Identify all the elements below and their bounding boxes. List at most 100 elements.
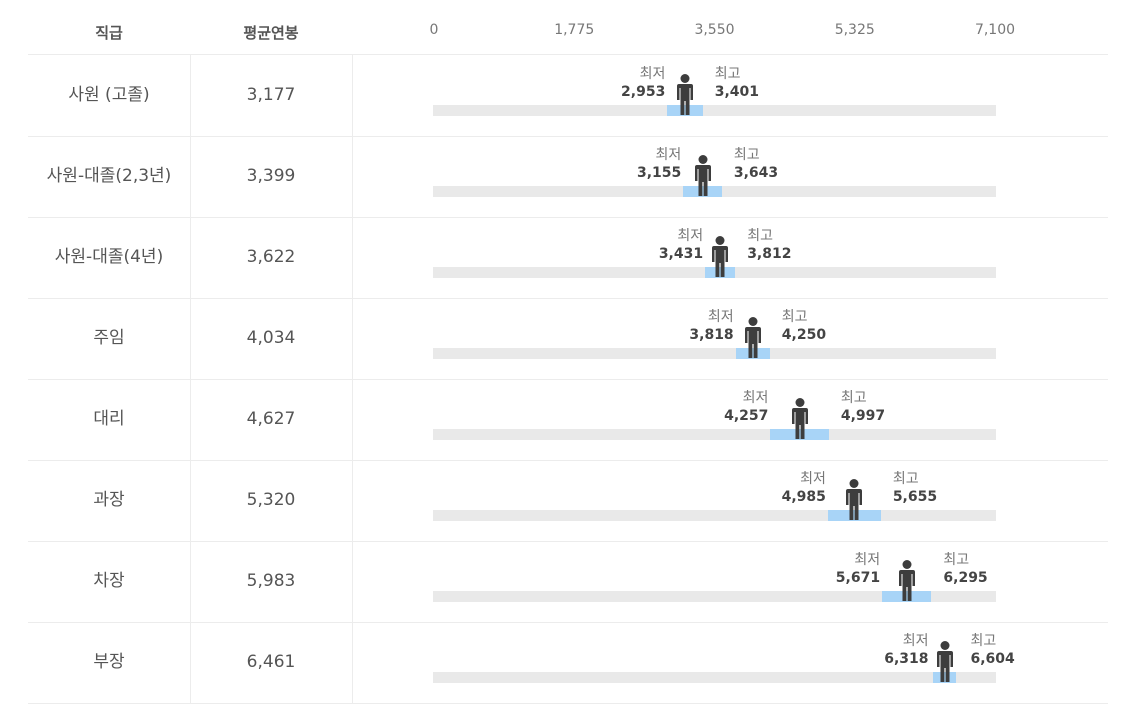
- x-tick-label: 0: [429, 22, 439, 38]
- salary-range-bar: [705, 267, 736, 278]
- rank-label: 과장: [28, 460, 191, 541]
- range-track: [433, 348, 996, 359]
- max-salary-label: 최고 4,250: [782, 308, 826, 344]
- salary-range-bar: [683, 186, 722, 197]
- min-value: 3,818: [689, 327, 734, 343]
- min-value: 3,431: [658, 246, 704, 262]
- salary-range-bar: [770, 429, 829, 440]
- person-icon: [896, 560, 918, 602]
- x-tick-label: 1,775: [554, 22, 595, 38]
- rank-label: 사원-대졸(2,3년): [28, 136, 191, 217]
- person-icon: [692, 155, 714, 197]
- average-salary-value: 3,177: [190, 55, 353, 136]
- column-header-average-salary: 평균연봉: [243, 24, 299, 42]
- min-caption: 최저: [677, 228, 704, 244]
- person-icon: [709, 236, 731, 278]
- max-caption: 최고: [781, 309, 808, 325]
- min-salary-label: 최저 4,985: [782, 470, 826, 506]
- chart-row: 부장 6,461 최저 6,318 최고 6,604: [28, 622, 1108, 704]
- column-header-rank: 직급: [95, 24, 123, 42]
- min-value: 4,985: [781, 489, 826, 505]
- chart-row: 대리 4,627 최저 4,257 최고 4,997: [28, 379, 1108, 461]
- average-salary-value: 3,622: [190, 217, 353, 298]
- max-salary-label: 최고 3,401: [715, 65, 759, 101]
- min-value: 4,257: [724, 408, 769, 424]
- person-icon: [789, 398, 811, 440]
- max-caption: 최고: [970, 633, 997, 649]
- salary-range-bar: [933, 672, 956, 683]
- max-value: 3,812: [747, 246, 792, 262]
- salary-range-bar: [882, 591, 932, 602]
- min-salary-label: 최저 4,257: [724, 389, 768, 425]
- chart-row: 사원-대졸(2,3년) 3,399 최저 3,155 최고 3,643: [28, 136, 1108, 218]
- max-value: 6,604: [970, 651, 1015, 667]
- average-salary-value: 3,399: [190, 136, 353, 217]
- max-value: 3,401: [714, 84, 760, 100]
- min-caption: 최저: [902, 633, 929, 649]
- average-salary-value: 4,034: [190, 298, 353, 379]
- chart-row: 과장 5,320 최저 4,985 최고 5,655: [28, 460, 1108, 542]
- salary-range-bar: [735, 348, 770, 359]
- max-value: 6,295: [943, 570, 988, 586]
- chart-row: 사원 (고졸) 3,177 최저 2,953 최고 3,401: [28, 55, 1108, 137]
- rank-label: 사원-대졸(4년): [28, 217, 191, 298]
- max-caption: 최고: [733, 147, 760, 163]
- average-salary-value: 5,320: [190, 460, 353, 541]
- rank-label: 주임: [28, 298, 191, 379]
- min-caption: 최저: [854, 552, 881, 568]
- min-caption: 최저: [742, 390, 769, 406]
- average-salary-value: 4,627: [190, 379, 353, 460]
- min-caption: 최저: [655, 147, 682, 163]
- max-caption: 최고: [840, 390, 867, 406]
- min-salary-label: 최저 3,818: [689, 308, 733, 344]
- range-track: [433, 105, 996, 116]
- person-icon: [674, 74, 696, 116]
- x-tick-label: 3,550: [694, 22, 735, 38]
- min-caption: 최저: [639, 66, 666, 82]
- min-caption: 최저: [707, 309, 734, 325]
- person-icon: [934, 641, 956, 683]
- chart-row: 차장 5,983 최저 5,671 최고 6,295: [28, 541, 1108, 623]
- range-track: [433, 591, 996, 602]
- max-caption: 최고: [892, 471, 919, 487]
- header-divider: [28, 54, 1108, 55]
- salary-range-bar: [667, 105, 703, 116]
- salary-range-bar: [827, 510, 881, 521]
- max-caption: 최고: [714, 66, 741, 82]
- rank-label: 사원 (고졸): [28, 55, 191, 136]
- person-icon: [843, 479, 865, 521]
- max-salary-label: 최고 3,812: [747, 227, 791, 263]
- max-value: 4,997: [840, 408, 886, 424]
- x-tick-label: 7,100: [974, 22, 1016, 38]
- rank-label: 부장: [28, 622, 191, 703]
- max-salary-label: 최고 6,604: [971, 632, 1015, 668]
- average-salary-value: 5,983: [190, 541, 353, 622]
- max-value: 5,655: [892, 489, 938, 505]
- max-salary-label: 최고 4,997: [841, 389, 885, 425]
- min-value: 6,318: [884, 651, 929, 667]
- range-track: [433, 429, 996, 440]
- rank-label: 대리: [28, 379, 191, 460]
- max-salary-label: 최고 5,655: [893, 470, 937, 506]
- average-salary-value: 6,461: [190, 622, 353, 703]
- min-salary-label: 최저 2,953: [621, 65, 665, 101]
- chart-row: 사원-대졸(4년) 3,622 최저 3,431 최고 3,812: [28, 217, 1108, 299]
- max-value: 3,643: [733, 165, 779, 181]
- chart-row: 주임 4,034 최저 3,818 최고 4,250: [28, 298, 1108, 380]
- min-salary-label: 최저 5,671: [836, 551, 880, 587]
- min-value: 3,155: [637, 165, 682, 181]
- min-caption: 최저: [800, 471, 826, 487]
- min-salary-label: 최저 3,155: [637, 146, 681, 182]
- rank-label: 차장: [28, 541, 191, 622]
- min-value: 2,953: [621, 84, 666, 100]
- max-caption: 최고: [747, 228, 773, 244]
- min-value: 5,671: [835, 570, 881, 586]
- max-salary-label: 최고 3,643: [734, 146, 778, 182]
- max-caption: 최고: [943, 552, 970, 568]
- range-track: [433, 672, 996, 683]
- person-icon: [742, 317, 764, 359]
- min-salary-label: 최저 3,431: [659, 227, 703, 263]
- range-track: [433, 510, 996, 521]
- max-value: 4,250: [781, 327, 827, 343]
